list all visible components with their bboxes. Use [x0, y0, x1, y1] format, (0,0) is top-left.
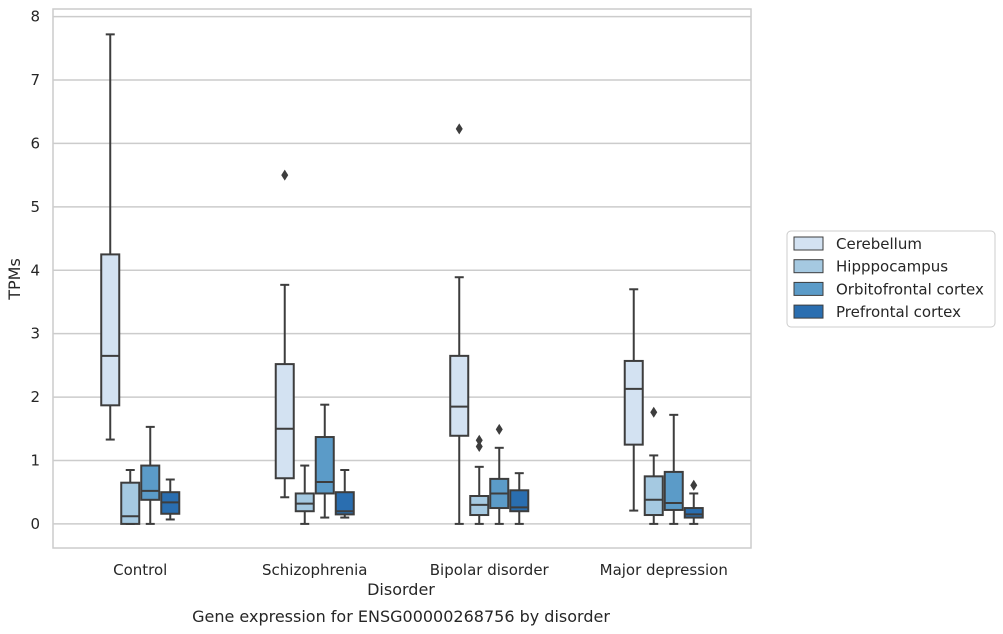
outlier-point — [475, 441, 483, 453]
box — [449, 123, 470, 525]
box-body — [120, 481, 141, 525]
box-body — [294, 492, 315, 513]
y-tick-label: 0 — [30, 515, 40, 533]
box — [274, 169, 295, 499]
box — [643, 406, 664, 525]
outlier-point — [281, 169, 289, 181]
y-tick-label: 1 — [30, 451, 40, 469]
box — [469, 434, 490, 525]
legend-label: Hipppocampus — [836, 258, 948, 276]
box — [160, 478, 181, 521]
series-orbitofrontal-cortex — [140, 403, 684, 525]
box-body — [449, 354, 470, 437]
box-body — [509, 489, 530, 513]
y-tick-label: 7 — [30, 71, 40, 89]
box — [663, 413, 684, 525]
box-body — [314, 436, 335, 495]
box-body — [623, 359, 644, 446]
y-tick-label: 6 — [30, 134, 40, 152]
series-hipppocampus — [120, 406, 664, 525]
box-body — [663, 470, 684, 511]
outlier-point — [475, 434, 483, 446]
box — [294, 464, 315, 525]
legend: Cerebellum Hipppocampus Orbitofrontal cort… — [786, 230, 996, 328]
box — [334, 469, 355, 519]
legend-swatch — [793, 281, 824, 296]
grid-lines — [53, 15, 751, 525]
legend-item: Orbitofrontal cortex — [793, 280, 984, 298]
box-plot-series — [100, 33, 704, 525]
box-body — [683, 507, 704, 519]
box-body — [100, 253, 121, 407]
x-tick-label: Bipolar disorder — [430, 561, 550, 579]
x-axis-label: Disorder — [367, 580, 435, 599]
plot-frame — [52, 8, 752, 549]
series-cerebellum — [100, 33, 644, 525]
x-tick-label: Major depression — [600, 561, 728, 579]
chart-caption: Gene expression for ENSG00000268756 by d… — [192, 607, 610, 626]
box — [623, 288, 644, 512]
box — [509, 472, 530, 525]
box-body — [274, 363, 295, 480]
outlier-point — [455, 123, 463, 135]
box — [140, 425, 161, 525]
y-tick-label: 5 — [30, 198, 40, 216]
y-tick-label: 4 — [30, 261, 40, 279]
legend-frame — [786, 230, 996, 328]
outlier-point — [690, 479, 698, 491]
legend-label: Orbitofrontal cortex — [836, 280, 984, 298]
legend-label: Cerebellum — [836, 235, 922, 253]
box — [120, 469, 141, 525]
box — [314, 403, 335, 519]
y-tick-label: 2 — [30, 388, 40, 406]
box-body — [643, 475, 664, 517]
box — [683, 479, 704, 525]
y-tick-label: 8 — [30, 8, 40, 26]
series-prefrontal-cortex — [160, 469, 704, 525]
legend-item: Prefrontal cortex — [793, 303, 961, 321]
legend-item: Hipppocampus — [793, 258, 948, 276]
y-tick-labels: 0 1 2 3 4 5 6 7 8 — [30, 8, 40, 533]
y-tick-label: 3 — [30, 325, 40, 343]
legend-label: Prefrontal cortex — [836, 303, 961, 321]
box-body — [334, 491, 355, 516]
x-tick-label: Control — [113, 561, 167, 579]
legend-swatch — [793, 259, 824, 274]
outlier-point — [495, 423, 503, 435]
x-tick-labels: Control Schizophrenia Bipolar disorder Majo… — [113, 561, 728, 579]
box-body — [140, 464, 161, 501]
legend-swatch — [793, 236, 824, 251]
x-tick-label: Schizophrenia — [262, 561, 367, 579]
outlier-point — [650, 406, 658, 418]
legend-item: Cerebellum — [793, 235, 922, 253]
y-axis-label: TPMs — [5, 258, 24, 301]
box — [489, 423, 510, 525]
legend-swatch — [793, 304, 824, 319]
box — [100, 33, 121, 441]
